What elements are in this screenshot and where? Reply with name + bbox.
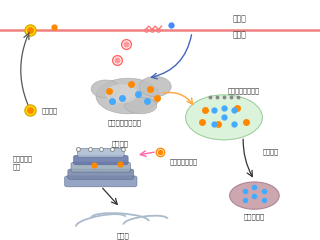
Text: 後期エンドソーム: 後期エンドソーム (227, 87, 259, 94)
Text: リソソーム: リソソーム (244, 213, 265, 220)
Text: 初期エンドソーム: 初期エンドソーム (108, 120, 142, 126)
Text: 細胞外: 細胞外 (233, 15, 247, 24)
Text: 細胞膜: 細胞膜 (233, 31, 247, 40)
Ellipse shape (230, 182, 279, 209)
FancyBboxPatch shape (65, 176, 137, 187)
FancyBboxPatch shape (74, 155, 128, 165)
FancyBboxPatch shape (71, 162, 131, 172)
Ellipse shape (125, 97, 157, 114)
Ellipse shape (96, 78, 160, 114)
FancyBboxPatch shape (68, 169, 134, 180)
Ellipse shape (186, 95, 262, 140)
Text: 輸送小胞: 輸送小胞 (42, 107, 58, 114)
Text: 逆行性輸送経路: 逆行性輸送経路 (170, 159, 198, 165)
Ellipse shape (106, 84, 138, 103)
Ellipse shape (91, 80, 120, 98)
Text: 小胞体: 小胞体 (117, 232, 130, 239)
Text: 分解経路: 分解経路 (262, 148, 278, 155)
FancyBboxPatch shape (77, 148, 124, 157)
Text: 糖鎖などの
修飾: 糖鎖などの 修飾 (13, 155, 33, 169)
Ellipse shape (139, 77, 171, 97)
Text: ゴルジ体: ゴルジ体 (111, 140, 129, 147)
